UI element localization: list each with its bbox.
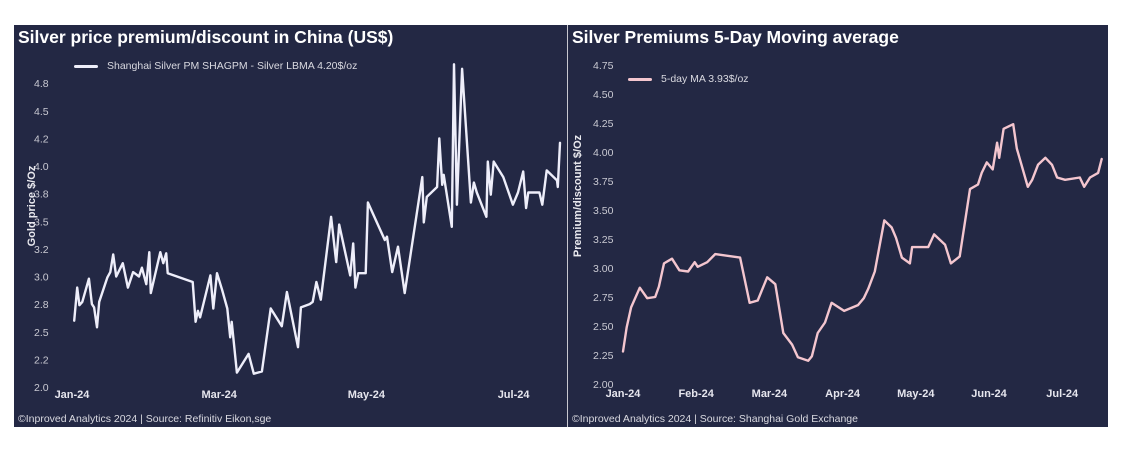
right-chart-title: Silver Premiums 5-Day Moving average xyxy=(572,27,899,47)
left-chart-y-axis-label: Gold price $/Oz xyxy=(26,165,38,247)
legend-label: 5-day MA 3.93$/oz xyxy=(661,73,749,85)
right-chart-series-line xyxy=(621,122,1103,362)
right-chart-y-tick-label: 3.75 xyxy=(593,176,614,188)
right-chart-y-tick-label: 2.25 xyxy=(593,350,614,362)
left-chart-y-tick-label: 2.0 xyxy=(34,382,49,394)
left-chart-y-tick-label: 4.5 xyxy=(34,106,49,118)
right-chart-x-tick-label: Apr-24 xyxy=(825,388,861,400)
left-chart-title: Silver price premium/discount in China (… xyxy=(18,27,394,47)
right-chart-panel: 2.00 2.25 2.50 2.75 3.00 3.25 3.50 3.75 4.00 4.25… xyxy=(568,25,1108,427)
right-chart-y-tick-label: 4.75 xyxy=(593,60,614,72)
right-chart-y-tick-label: 4.00 xyxy=(593,147,614,159)
left-chart-plot: 2.0 2.2 2.5 2.8 3.0 3.2 3.5 3.8 4.0 4.2 4.5 4.8 Jan-… xyxy=(34,63,562,401)
right-chart-x-tick-label: Mar-24 xyxy=(752,388,788,400)
right-chart-y-tick-label: 3.25 xyxy=(593,234,614,246)
panel-divider xyxy=(567,25,568,427)
right-chart-footer: ©Inproved Analytics 2024 | Source: Shang… xyxy=(572,413,858,425)
right-chart-y-tick-label: 2.00 xyxy=(593,379,614,391)
right-chart-y-tick-label: 2.50 xyxy=(593,321,614,333)
left-chart-legend: Shanghai Silver PM SHAGPM - Silver LBMA … xyxy=(74,60,357,72)
right-chart-y-tick-label: 4.25 xyxy=(593,118,614,130)
right-chart-x-tick-label: Jun-24 xyxy=(971,388,1007,400)
left-chart-y-tick-label: 2.5 xyxy=(34,327,49,339)
right-chart-y-tick-label: 4.50 xyxy=(593,89,614,101)
left-chart-y-tick-label: 3.5 xyxy=(34,216,49,228)
left-chart-y-tick-label: 4.2 xyxy=(34,133,49,145)
right-chart-x-tick-label: Feb-24 xyxy=(678,388,714,400)
left-chart-y-tick-label: 3.0 xyxy=(34,272,49,284)
left-chart-x-tick-label: Jan-24 xyxy=(55,389,91,401)
left-chart-x-tick-label: Mar-24 xyxy=(201,389,237,401)
left-chart-y-tick-label: 4.8 xyxy=(34,78,49,90)
right-chart-y-axis-label: Premium/discount $/Oz xyxy=(572,134,584,258)
legend-swatch xyxy=(74,64,98,68)
legend-label: Shanghai Silver PM SHAGPM - Silver LBMA … xyxy=(107,60,358,72)
left-chart-y-tick-label: 4.0 xyxy=(34,161,49,173)
left-chart-y-tick-label: 2.8 xyxy=(34,299,49,311)
left-chart-x-tick-label: May-24 xyxy=(348,389,386,401)
right-chart-y-tick-label: 3.50 xyxy=(593,205,614,217)
left-chart-footer: ©Inproved Analytics 2024 | Source: Refin… xyxy=(18,413,272,425)
right-chart-x-tick-label: Jan-24 xyxy=(606,388,642,400)
left-chart-y-tick-label: 3.8 xyxy=(34,189,49,201)
left-chart-series-line xyxy=(73,63,562,375)
left-chart-y-tick-label: 3.2 xyxy=(34,244,49,256)
left-chart-x-tick-label: Jul-24 xyxy=(498,389,531,401)
left-chart-panel: 2.0 2.2 2.5 2.8 3.0 3.2 3.5 3.8 4.0 4.2 4.5 4.8 Jan-… xyxy=(14,25,567,427)
right-chart-y-tick-label: 2.75 xyxy=(593,292,614,304)
right-chart-legend: 5-day MA 3.93$/oz xyxy=(628,73,749,85)
left-chart-y-tick-label: 2.2 xyxy=(34,354,49,366)
right-chart-x-tick-label: Jul-24 xyxy=(1046,388,1079,400)
legend-swatch xyxy=(628,77,652,81)
right-chart-y-tick-label: 3.00 xyxy=(593,263,614,275)
right-chart-x-tick-label: May-24 xyxy=(897,388,935,400)
right-chart-plot: 2.00 2.25 2.50 2.75 3.00 3.25 3.50 3.75 4.00 4.25… xyxy=(593,60,1103,400)
